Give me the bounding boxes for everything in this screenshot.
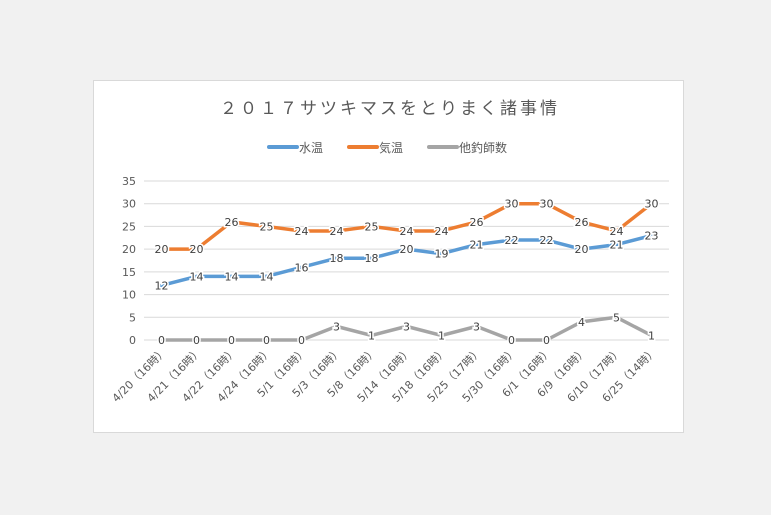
data-label: 3 xyxy=(333,320,340,333)
data-label: 3 xyxy=(473,320,480,333)
line-chart: ２０１７サツキマスをとりまく諸事情 水温 気温 他釣師数 0510152025303… xyxy=(110,99,669,405)
data-label: 24 xyxy=(400,225,414,238)
y-tick-label: 0 xyxy=(129,334,136,347)
legend-label: 水温 xyxy=(299,141,323,155)
data-label: 21 xyxy=(470,239,484,252)
data-label: 22 xyxy=(505,234,519,247)
data-label: 20 xyxy=(155,243,169,256)
data-label: 0 xyxy=(193,334,200,347)
legend-item: 他釣師数 xyxy=(427,140,507,155)
data-label: 0 xyxy=(543,334,550,347)
series-line xyxy=(159,233,654,288)
data-label: 14 xyxy=(260,270,274,283)
data-label: 20 xyxy=(400,243,414,256)
y-tick-label: 15 xyxy=(122,266,136,279)
data-label: 18 xyxy=(365,252,379,265)
data-label: 5 xyxy=(613,311,620,324)
series-lines xyxy=(159,201,654,342)
data-label: 30 xyxy=(540,198,554,211)
data-label: 0 xyxy=(508,334,515,347)
y-tick-label: 30 xyxy=(122,198,136,211)
data-label: 22 xyxy=(540,234,554,247)
data-label: 24 xyxy=(295,225,309,238)
data-label: 14 xyxy=(225,270,239,283)
y-tick-label: 20 xyxy=(122,243,136,256)
data-label: 21 xyxy=(610,239,624,252)
y-axis-ticks: 0 5 10 15 20 25 30 35 xyxy=(122,175,136,347)
data-label: 14 xyxy=(190,270,204,283)
data-label: 30 xyxy=(645,198,659,211)
legend-label: 他釣師数 xyxy=(459,140,507,155)
gridlines xyxy=(144,180,669,341)
legend-item: 気温 xyxy=(347,140,403,155)
series-line xyxy=(159,315,654,342)
legend: 水温 気温 他釣師数 xyxy=(267,140,507,155)
data-label: 3 xyxy=(403,320,410,333)
data-label: 16 xyxy=(295,261,309,274)
data-label: 0 xyxy=(263,334,270,347)
data-label: 0 xyxy=(158,334,165,347)
legend-label: 気温 xyxy=(379,140,403,155)
data-label: 4 xyxy=(578,316,585,329)
data-label: 12 xyxy=(155,279,169,292)
data-label: 30 xyxy=(505,198,519,211)
data-label: 23 xyxy=(645,230,659,243)
data-label: 20 xyxy=(575,243,589,256)
data-label: 26 xyxy=(470,216,484,229)
y-tick-label: 25 xyxy=(122,220,136,233)
data-label: 25 xyxy=(365,220,379,233)
legend-item: 水温 xyxy=(267,141,323,155)
series-line xyxy=(159,201,654,251)
chart-title: ２０１７サツキマスをとりまく諸事情 xyxy=(220,99,560,119)
data-label: 1 xyxy=(368,329,375,342)
data-label: 0 xyxy=(298,334,305,347)
data-label: 0 xyxy=(228,334,235,347)
data-label: 18 xyxy=(330,252,344,265)
x-axis-ticks: 4/20（16時）4/21（16時）4/22（16時）4/24（16時）5/1（… xyxy=(110,345,660,405)
y-tick-label: 35 xyxy=(122,175,136,188)
data-label: 1 xyxy=(648,329,655,342)
data-label: 26 xyxy=(225,216,239,229)
data-label: 24 xyxy=(435,225,449,238)
data-label: 24 xyxy=(610,225,624,238)
data-label: 1 xyxy=(438,329,445,342)
data-label: 19 xyxy=(435,248,449,261)
data-label: 24 xyxy=(330,225,344,238)
chart-container: ２０１７サツキマスをとりまく諸事情 水温 気温 他釣師数 0 5 10 15 20 25 30 3… xyxy=(93,80,684,433)
y-tick-label: 10 xyxy=(122,289,136,302)
data-label: 20 xyxy=(190,243,204,256)
y-tick-label: 5 xyxy=(129,311,136,324)
data-label: 26 xyxy=(575,216,589,229)
data-label: 25 xyxy=(260,220,274,233)
